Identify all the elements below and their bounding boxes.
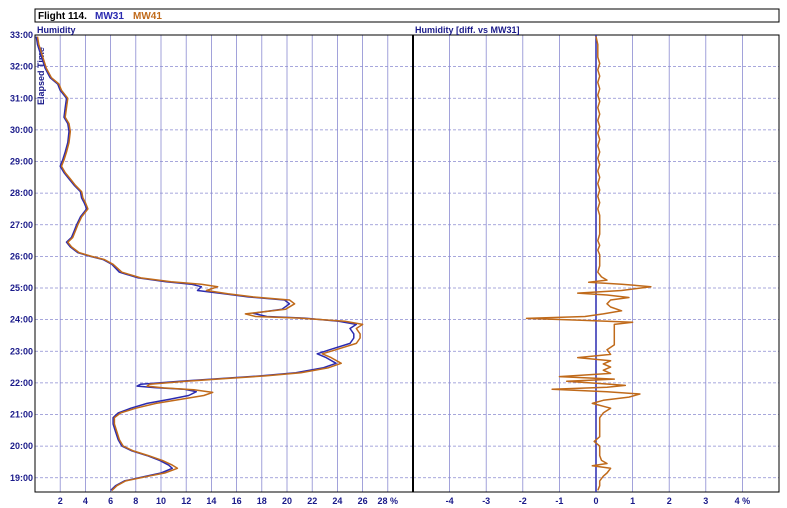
y-tick-label: 28:00 [10, 188, 33, 198]
right-x-tick-label: 1 [630, 496, 635, 506]
right-x-tick-label: -3 [482, 496, 490, 506]
right-x-tick-label: -1 [555, 496, 563, 506]
left-x-tick-label: 20 [282, 496, 292, 506]
y-tick-label: 26:00 [10, 251, 33, 261]
right-x-tick-label: 3 [703, 496, 708, 506]
right-series-mw41 [525, 36, 652, 491]
left-x-tick-label: 22 [307, 496, 317, 506]
right-x-tick-label: -4 [446, 496, 454, 506]
y-tick-label: 23:00 [10, 346, 33, 356]
y-tick-label: 33:00 [10, 30, 33, 40]
left-series-mw31 [35, 36, 358, 491]
y-axis-label: Elapsed Time [36, 47, 46, 105]
legend-mw41: MW41 [133, 11, 162, 22]
left-series-mw41 [36, 36, 364, 491]
left-x-tick-label: 10 [156, 496, 166, 506]
left-x-tick-label: 18 [257, 496, 267, 506]
left-x-tick-label: 8 [133, 496, 138, 506]
right-series-group [525, 35, 652, 492]
y-tick-label: 20:00 [10, 441, 33, 451]
flight-label: Flight 114. [38, 11, 87, 22]
left-x-tick-label: 28 % [378, 496, 399, 506]
y-tick-label: 30:00 [10, 125, 33, 135]
left-x-tick-label: 24 [332, 496, 342, 506]
right-x-tick-label: 4 % [735, 496, 751, 506]
left-x-tick-label: 2 [58, 496, 63, 506]
y-tick-label: 32:00 [10, 62, 33, 72]
right-panel-title: Humidity [diff. vs MW31] [415, 25, 520, 35]
left-panel-frame [34, 34, 414, 493]
left-x-tick-label: 26 [358, 496, 368, 506]
y-tick-label: 29:00 [10, 157, 33, 167]
y-tick-label: 25:00 [10, 283, 33, 293]
y-tick-label: 24:00 [10, 315, 33, 325]
left-x-tick-labels: 2 4 6 8 10 12 14 16 18 20 22 24 26 28 % [58, 496, 398, 506]
header-bar [34, 8, 780, 23]
right-x-tick-labels: -4 -3 -2 -1 0 1 2 3 4 % [446, 496, 751, 506]
y-tick-label: 31:00 [10, 93, 33, 103]
left-x-tick-label: 6 [108, 496, 113, 506]
left-panel-grid [35, 34, 413, 492]
y-tick-label: 27:00 [10, 220, 33, 230]
y-tick-label: 22:00 [10, 378, 33, 388]
right-x-tick-label: -2 [519, 496, 527, 506]
y-tick-label: 19:00 [10, 473, 33, 483]
left-y-tick-labels: 19:00 20:00 21:00 22:00 23:00 24:00 25:00 26:00… [10, 30, 33, 483]
left-x-tick-label: 4 [83, 496, 88, 506]
left-panel-title: Humidity [37, 25, 76, 35]
right-x-tick-label: 0 [593, 496, 598, 506]
right-x-tick-label: 2 [667, 496, 672, 506]
left-x-tick-label: 16 [232, 496, 242, 506]
y-tick-label: 21:00 [10, 410, 33, 420]
legend-mw31: MW31 [95, 11, 124, 22]
left-x-tick-label: 14 [206, 496, 216, 506]
left-x-tick-label: 12 [181, 496, 191, 506]
left-series-group [35, 36, 364, 491]
